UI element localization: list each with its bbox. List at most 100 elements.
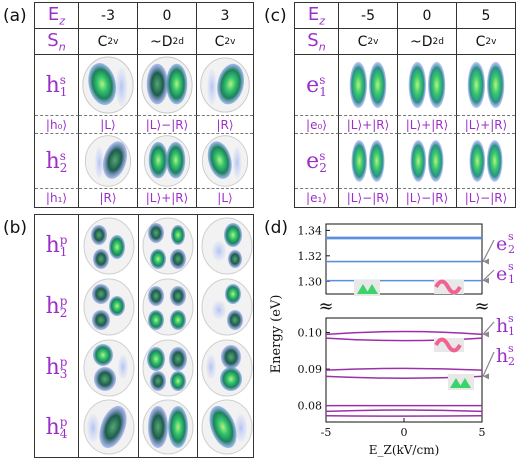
inset-hole-wave	[434, 337, 462, 353]
c-orbital-e2-3	[457, 134, 515, 188]
a-ket-2-2: |L⟩+|R⟩	[138, 188, 197, 207]
inset-even-peaks	[357, 284, 378, 294]
c-sym-header: Sn	[295, 29, 339, 55]
inset-hole-peaks	[450, 378, 471, 388]
a-field-symbol: E	[47, 3, 60, 25]
a-sym-header: Sn	[35, 29, 79, 55]
y-tick-label-lower: 0.10	[298, 327, 323, 340]
c-orbital-e2-1	[339, 134, 398, 188]
y-tick-label-upper: 1.32	[298, 250, 323, 263]
panel-d-label: (d)	[264, 218, 289, 238]
state-annotation-sup: s	[508, 342, 514, 355]
state-annotation-label: h	[496, 345, 508, 367]
a-field-sub: z	[59, 14, 66, 28]
c-field-value-2: 0	[398, 3, 457, 29]
a-orbital-h2-ez-0	[138, 134, 197, 188]
x-tick-label: 5	[479, 426, 486, 439]
a-ket-1-3: |R⟩	[197, 115, 253, 134]
state-annotation-sup: s	[508, 260, 514, 273]
a-ket-2-3: |L⟩	[197, 188, 253, 207]
a-orbital-h1-ez-0	[138, 55, 197, 115]
b-column-divider-1	[138, 215, 139, 457]
annotation-arrowhead	[483, 373, 489, 380]
a-sym-2: ~D 2d	[138, 29, 197, 55]
a-field-value-3: 3	[197, 3, 253, 29]
y-tick-label-upper: 1.30	[298, 275, 323, 288]
panel-b-label: (b)	[3, 218, 28, 238]
state-annotation-sub: 2	[508, 243, 515, 256]
a-sym-sub: n	[58, 40, 66, 54]
c-ket-1-3: |L⟩+|R⟩	[457, 115, 515, 134]
a-field-value-2: 0	[138, 3, 197, 29]
annotation-arrow	[482, 321, 495, 335]
a-sym-symbol: S	[47, 29, 59, 51]
state-annotation-sub: 1	[508, 273, 515, 286]
state-annotation-label: h	[496, 315, 508, 337]
a-ket-2-1: |R⟩	[79, 188, 138, 207]
y-tick-label-lower: 0.08	[298, 400, 323, 413]
x-tick-label: -5	[321, 426, 332, 439]
energy-level-chart: Energy (eV) E_Z(kV/cm) ≈ ≈1.30 1.32 1.34 0.0…	[269, 223, 515, 457]
panel-c-label: (c)	[264, 6, 287, 26]
a-orbital-h2-ez-neg3	[79, 134, 138, 188]
annotation-arrowhead	[483, 331, 489, 338]
c-ket-2-2: |L⟩−|R⟩	[398, 188, 457, 207]
a-field-value-1: -3	[79, 3, 138, 29]
c-basis-e0: |e₀⟩	[295, 115, 339, 134]
a-ket-1-2: |L⟩−|R⟩	[138, 115, 197, 134]
inset-odd-wave	[434, 279, 462, 295]
state-annotation-label: e	[496, 233, 507, 255]
state-annotation-sub: 1	[508, 325, 515, 338]
a-orbital-h1-ez-3	[197, 55, 253, 115]
state-annotation-label: e	[496, 263, 507, 285]
annotation-arrow	[482, 239, 495, 262]
state-annotation-sub: 2	[508, 355, 515, 368]
x-axis-label: E_Z(kV/cm)	[369, 443, 440, 457]
c-basis-e1: |e₁⟩	[295, 188, 339, 207]
c-field-value-3: 5	[457, 3, 515, 29]
y-axis-label: Energy (eV)	[269, 295, 284, 374]
axis-break-mark: ≈	[474, 296, 489, 317]
a-sym-3: C 2v	[197, 29, 253, 55]
a-basis-h0: |h₀⟩	[35, 115, 79, 134]
c-orbital-e2-2	[398, 134, 457, 188]
c-ket-2-1: |L⟩−|R⟩	[339, 188, 398, 207]
c-ket-2-3: |L⟩−|R⟩	[457, 188, 515, 207]
b-orbital-grid	[83, 217, 253, 455]
a-sym-1: C 2v	[79, 29, 138, 55]
annotation-arrowhead	[483, 258, 489, 265]
state-annotation-sup: s	[508, 312, 514, 325]
lower-series-line-3	[325, 367, 483, 371]
annotation-arrow	[482, 269, 495, 282]
b-column-divider-2	[197, 215, 198, 457]
upper-axes-frame	[325, 223, 483, 295]
a-orbital-h2-ez-3	[197, 134, 253, 188]
c-orbital-e1-3	[457, 55, 515, 115]
c-orbital-e1-2	[398, 55, 457, 115]
c-ket-1-2: |L⟩+|R⟩	[398, 115, 457, 134]
a-orbital-h1-ez-neg3	[79, 55, 138, 115]
y-tick-label-lower: 0.09	[298, 363, 323, 376]
a-field-header: Ez	[35, 3, 79, 29]
a-basis-h1: |h₁⟩	[35, 188, 79, 207]
c-sym-2: ~D 2d	[398, 29, 457, 55]
c-field-header: Ez	[295, 3, 339, 29]
annotation-arrow	[482, 351, 495, 377]
x-tick-label: 0	[401, 426, 408, 439]
state-annotation-sup: s	[508, 230, 514, 243]
c-orbital-e1-1	[339, 55, 398, 115]
axis-break-mark: ≈	[318, 296, 333, 317]
c-sym-3: C 2v	[457, 29, 515, 55]
annotation-arrowhead	[483, 277, 489, 284]
lower-series-line-6	[325, 409, 483, 413]
